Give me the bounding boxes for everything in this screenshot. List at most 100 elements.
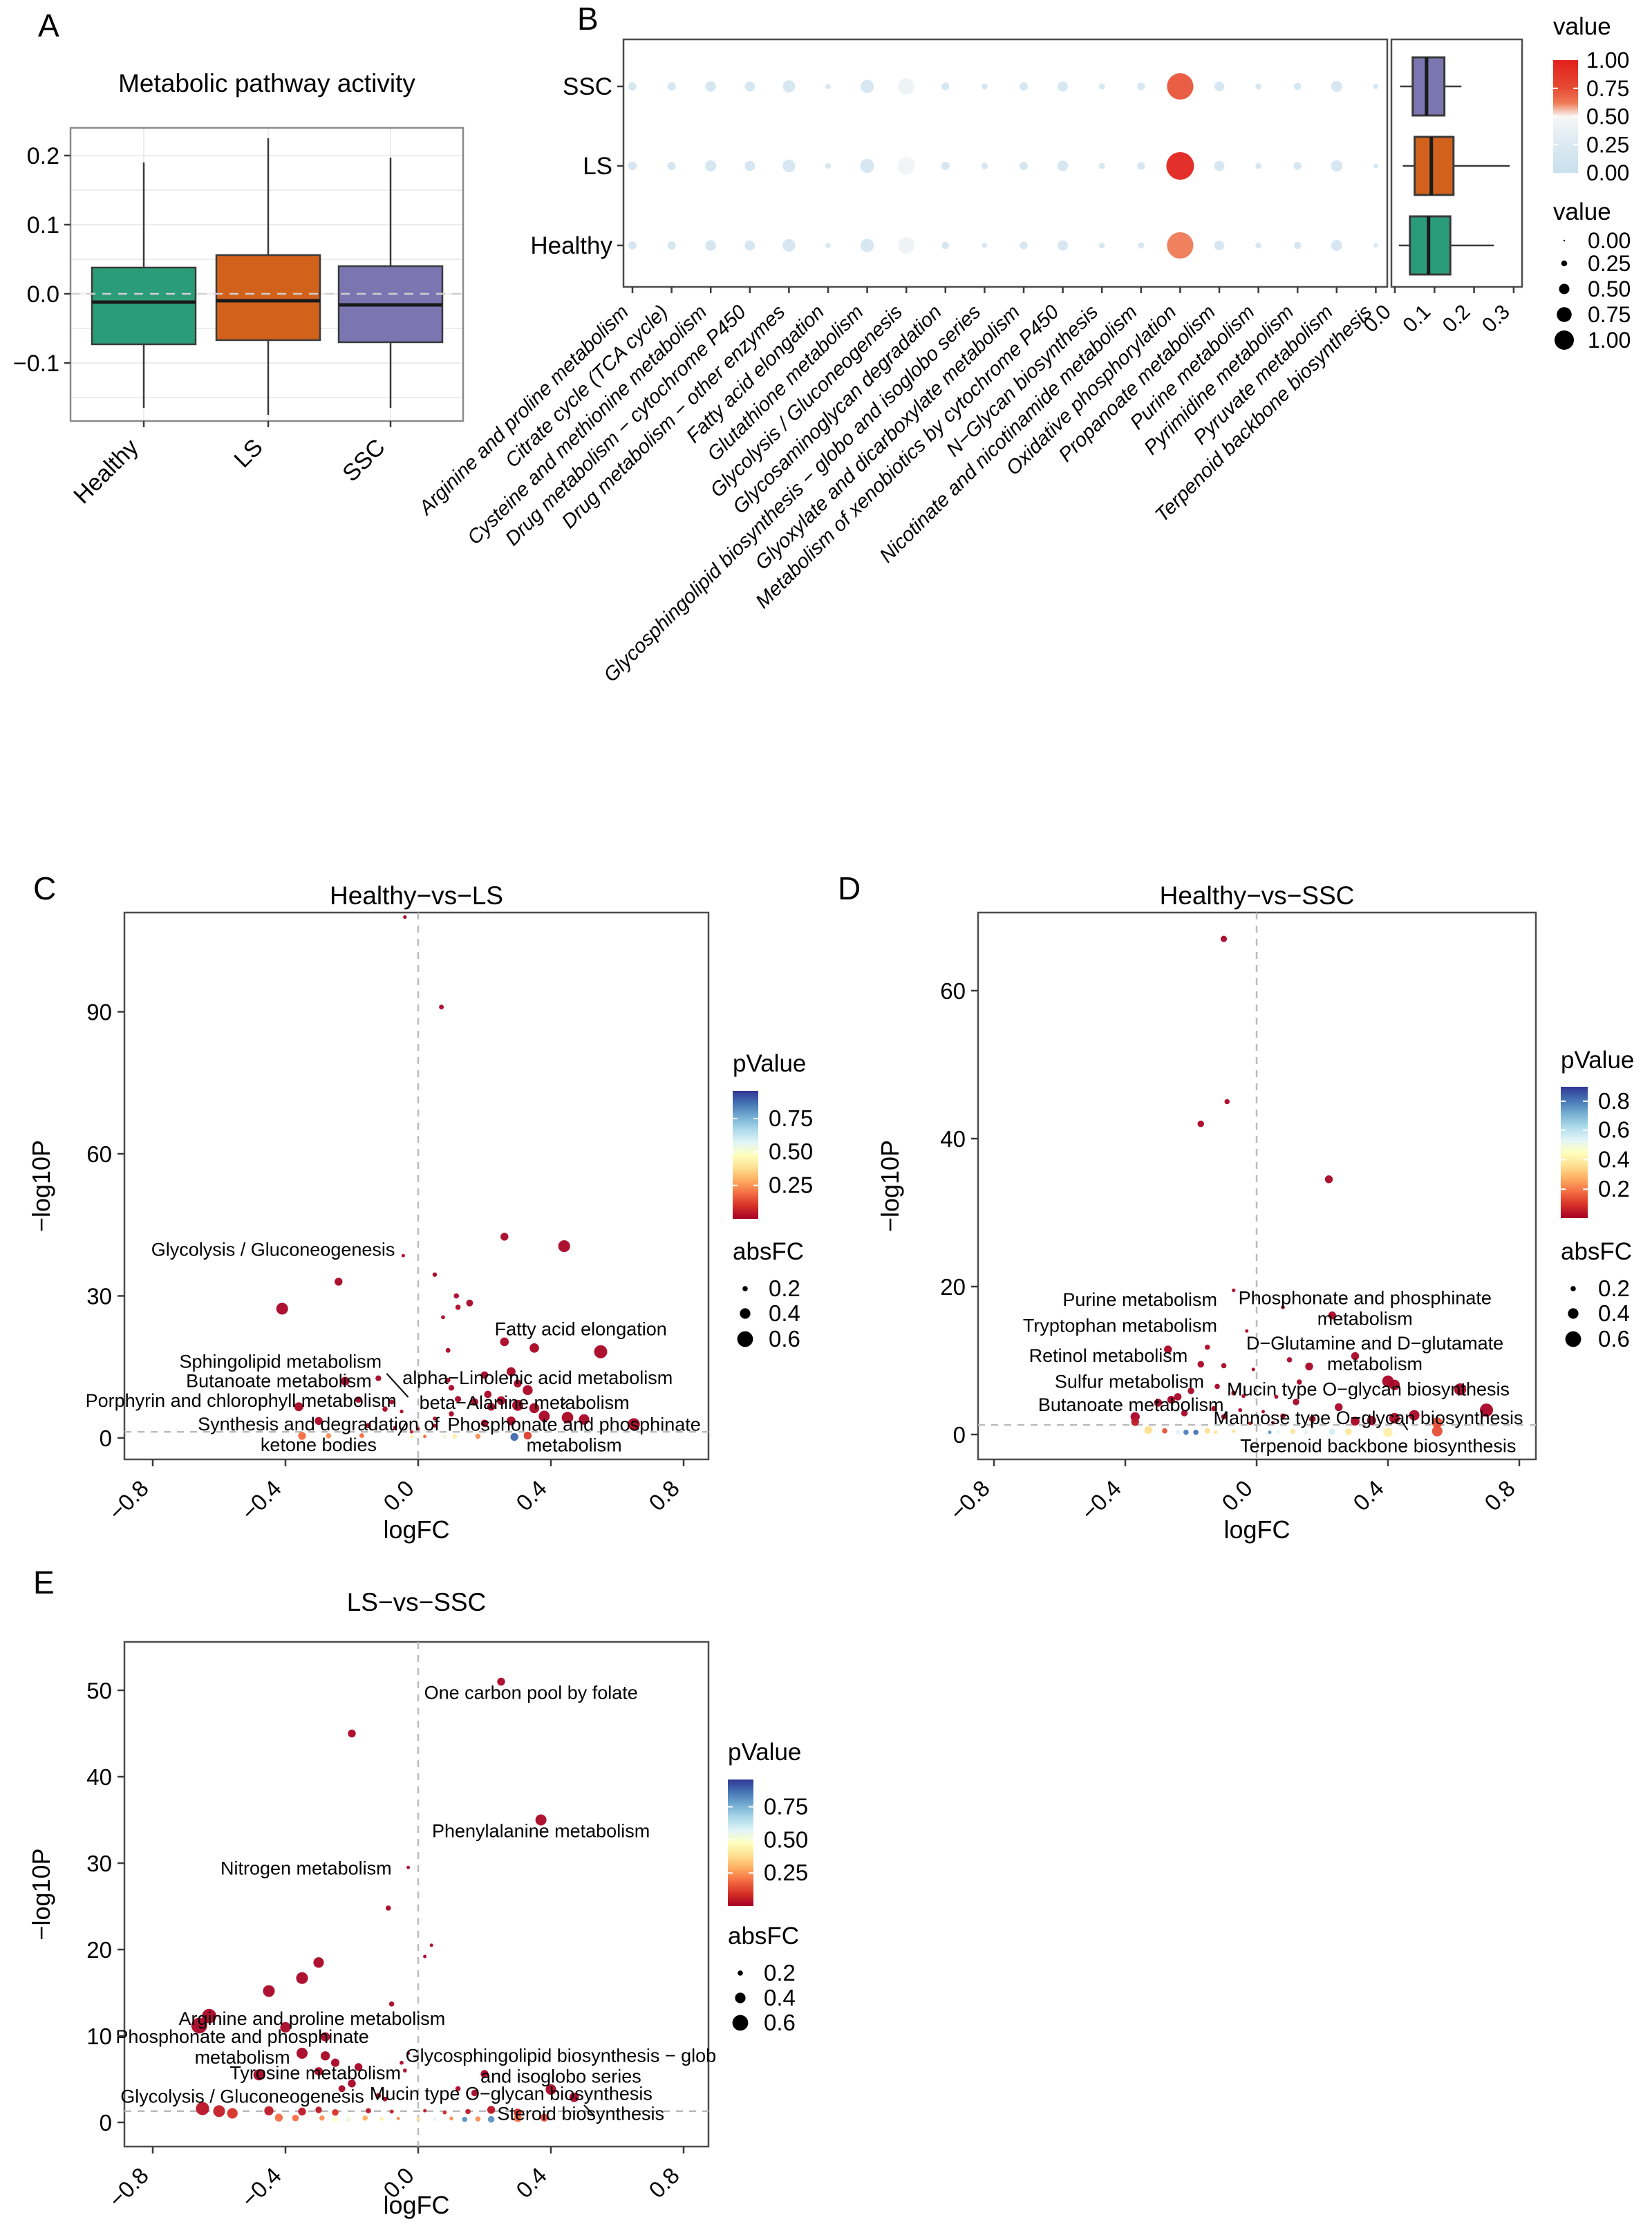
volcano-title: Healthy−vs−SSC [1160, 881, 1355, 910]
absfc-legend-dot [737, 1331, 753, 1347]
volcano-point [406, 1865, 411, 1869]
volcano-point [1232, 1429, 1236, 1433]
volcano-point [276, 1302, 288, 1315]
volcano-point [335, 1278, 343, 1286]
volcano-point [298, 1432, 306, 1440]
volcano-point [313, 1957, 324, 1968]
absfc-legend-dot [742, 1286, 748, 1291]
volcano-point [1213, 1430, 1218, 1435]
volcano-point [315, 2106, 322, 2113]
volcano-point [400, 1409, 404, 1414]
volcano-point [393, 1426, 397, 1430]
y-tick-label: −0.1 [13, 351, 59, 377]
volcano-point [1188, 1388, 1194, 1394]
box [1411, 56, 1446, 117]
volcano-point [579, 1414, 590, 1425]
x-tick-label: −0.4 [1076, 1475, 1126, 1525]
annotation-label: Mannose type O−glycan biosynthesis [1213, 1408, 1523, 1428]
volcano-point [423, 2109, 427, 2113]
dot-matrix-point [982, 83, 988, 90]
volcano-point [442, 1435, 447, 1439]
box-x-tick-label: 0.1 [1398, 301, 1435, 337]
volcano-point [1280, 1413, 1286, 1419]
x-tick-label: −0.8 [945, 1475, 995, 1525]
annotation-label: metabolism [1317, 1309, 1413, 1329]
volcano-point [506, 1367, 516, 1376]
annotation-label: metabolism [527, 1435, 622, 1456]
volcano-point [445, 1378, 451, 1383]
dot-matrix-point [1099, 242, 1105, 249]
volcano-point [514, 2114, 522, 2122]
dot-matrix-point [981, 162, 988, 169]
x-category-label: LS [229, 434, 267, 473]
dot-matrix-point [1293, 241, 1302, 250]
row-label: LS [583, 153, 612, 180]
dot-matrix-point [1020, 241, 1028, 250]
dot-matrix-point [744, 81, 755, 92]
volcano-point [354, 2063, 363, 2071]
x-tick-label: 0.8 [1479, 1475, 1520, 1516]
volcano-point [1164, 1345, 1172, 1354]
annotation-label: Sulfur metabolism [1055, 1372, 1204, 1392]
volcano-point [379, 2117, 384, 2121]
annotation-label: Phenylalanine metabolism [432, 1821, 650, 1842]
color-legend-tick-label: 0.00 [1586, 160, 1629, 185]
absfc-legend-tick-label: 0.6 [769, 1326, 800, 1352]
y-axis-title: −log10P [876, 1140, 904, 1232]
volcano-point [432, 1272, 438, 1277]
panel-c-volcano-chart: Healthy−vs−LS Glycolysis / Gluconeogenesi… [27, 881, 813, 1544]
volcano-point [386, 1905, 391, 1911]
absfc-legend-tick-label: 0.4 [769, 1300, 800, 1326]
volcano-point [1162, 1428, 1167, 1434]
volcano-point [448, 1385, 455, 1391]
dot-matrix-point [1373, 84, 1379, 89]
dot-matrix-point [1167, 73, 1194, 100]
annotation-label: Sphingolipid metabolism [180, 1352, 382, 1372]
size-legend-dot [1561, 260, 1568, 267]
annotation-label: Butanoate metabolism [186, 1371, 372, 1392]
volcano-point [462, 2116, 467, 2122]
volcano-point [319, 2115, 325, 2121]
dot-matrix-point [667, 162, 676, 170]
volcano-point [1181, 1410, 1188, 1417]
volcano-point [1197, 1361, 1204, 1368]
volcano-point [445, 1347, 451, 1353]
dot-matrix-point [1293, 162, 1302, 170]
volcano-title: Healthy−vs−LS [330, 881, 503, 910]
volcano-point [500, 1337, 509, 1347]
dot-matrix-point [861, 80, 874, 93]
volcano-point [514, 2108, 522, 2117]
dot-matrix-point [782, 80, 796, 93]
dot-matrix-point [782, 159, 796, 173]
size-legend-dot [1555, 330, 1574, 350]
volcano-point [487, 2106, 496, 2114]
volcano-point [455, 2086, 461, 2092]
volcano-point [1293, 1399, 1299, 1405]
dot-matrix-point [667, 241, 676, 250]
volcano-point [1144, 1426, 1152, 1435]
dot-matrix-point [1137, 162, 1145, 170]
volcano-point [510, 1432, 518, 1441]
volcano-point [1245, 1329, 1249, 1333]
volcano-point [529, 1403, 540, 1414]
volcano-point [465, 2109, 471, 2115]
pvalue-legend-tick-label: 0.6 [1598, 1117, 1630, 1143]
volcano-point [1389, 1412, 1400, 1424]
volcano-point [264, 2106, 274, 2115]
annotation-label: Fatty acid elongation [495, 1318, 667, 1339]
volcano-point [338, 2085, 346, 2093]
volcano-point [1211, 1405, 1217, 1412]
volcano-point [1328, 1311, 1336, 1320]
volcano-point [1167, 1396, 1176, 1404]
volcano-point [1175, 1430, 1181, 1435]
volcano-point [514, 1379, 522, 1388]
dot-matrix-point [705, 81, 716, 92]
annotation-leader-line [583, 2104, 595, 2116]
volcano-point [315, 1417, 323, 1426]
volcano-point [1480, 1403, 1493, 1417]
annotation-label: Phosphonate and phosphinate [1239, 1288, 1492, 1309]
volcano-point [1303, 1429, 1308, 1435]
y-tick-label: 60 [940, 978, 966, 1004]
volcano-point [366, 1423, 371, 1428]
